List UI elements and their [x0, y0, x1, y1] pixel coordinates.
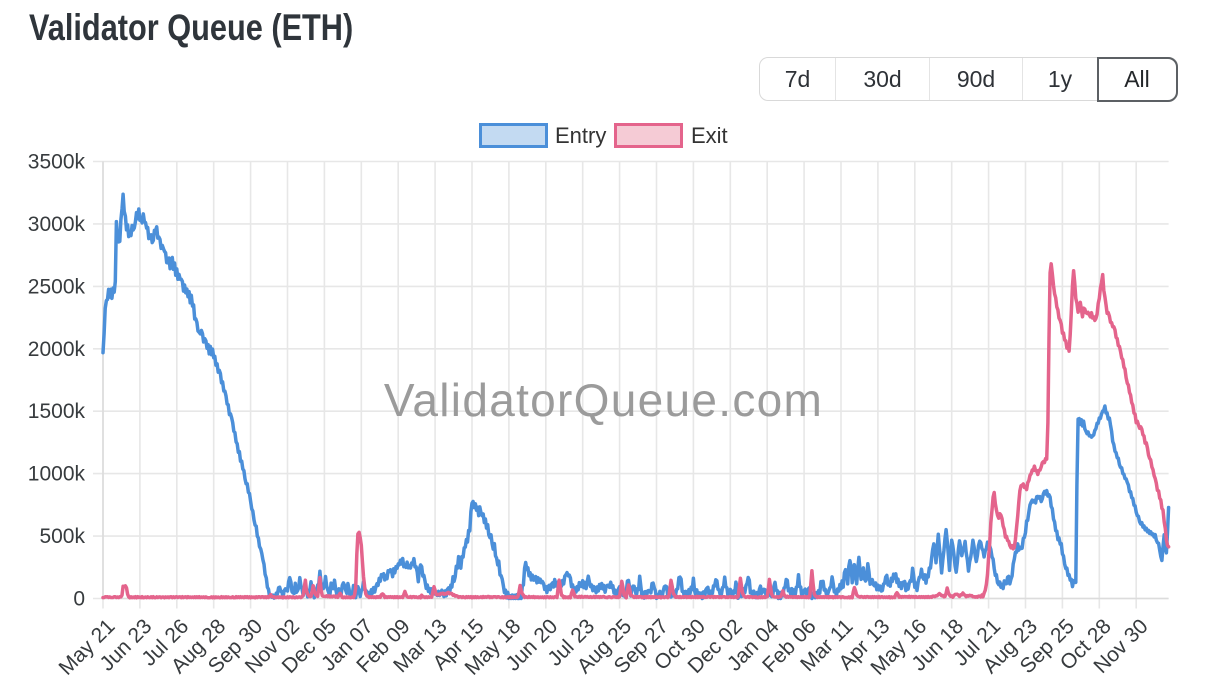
svg-text:0: 0 — [73, 588, 85, 611]
svg-text:2500k: 2500k — [28, 275, 86, 298]
svg-text:2000k: 2000k — [28, 338, 86, 361]
svg-text:3500k: 3500k — [28, 151, 86, 174]
svg-text:1000k: 1000k — [28, 463, 86, 486]
svg-text:500k: 500k — [39, 525, 85, 548]
svg-text:1500k: 1500k — [28, 400, 86, 423]
svg-text:3000k: 3000k — [28, 213, 86, 236]
